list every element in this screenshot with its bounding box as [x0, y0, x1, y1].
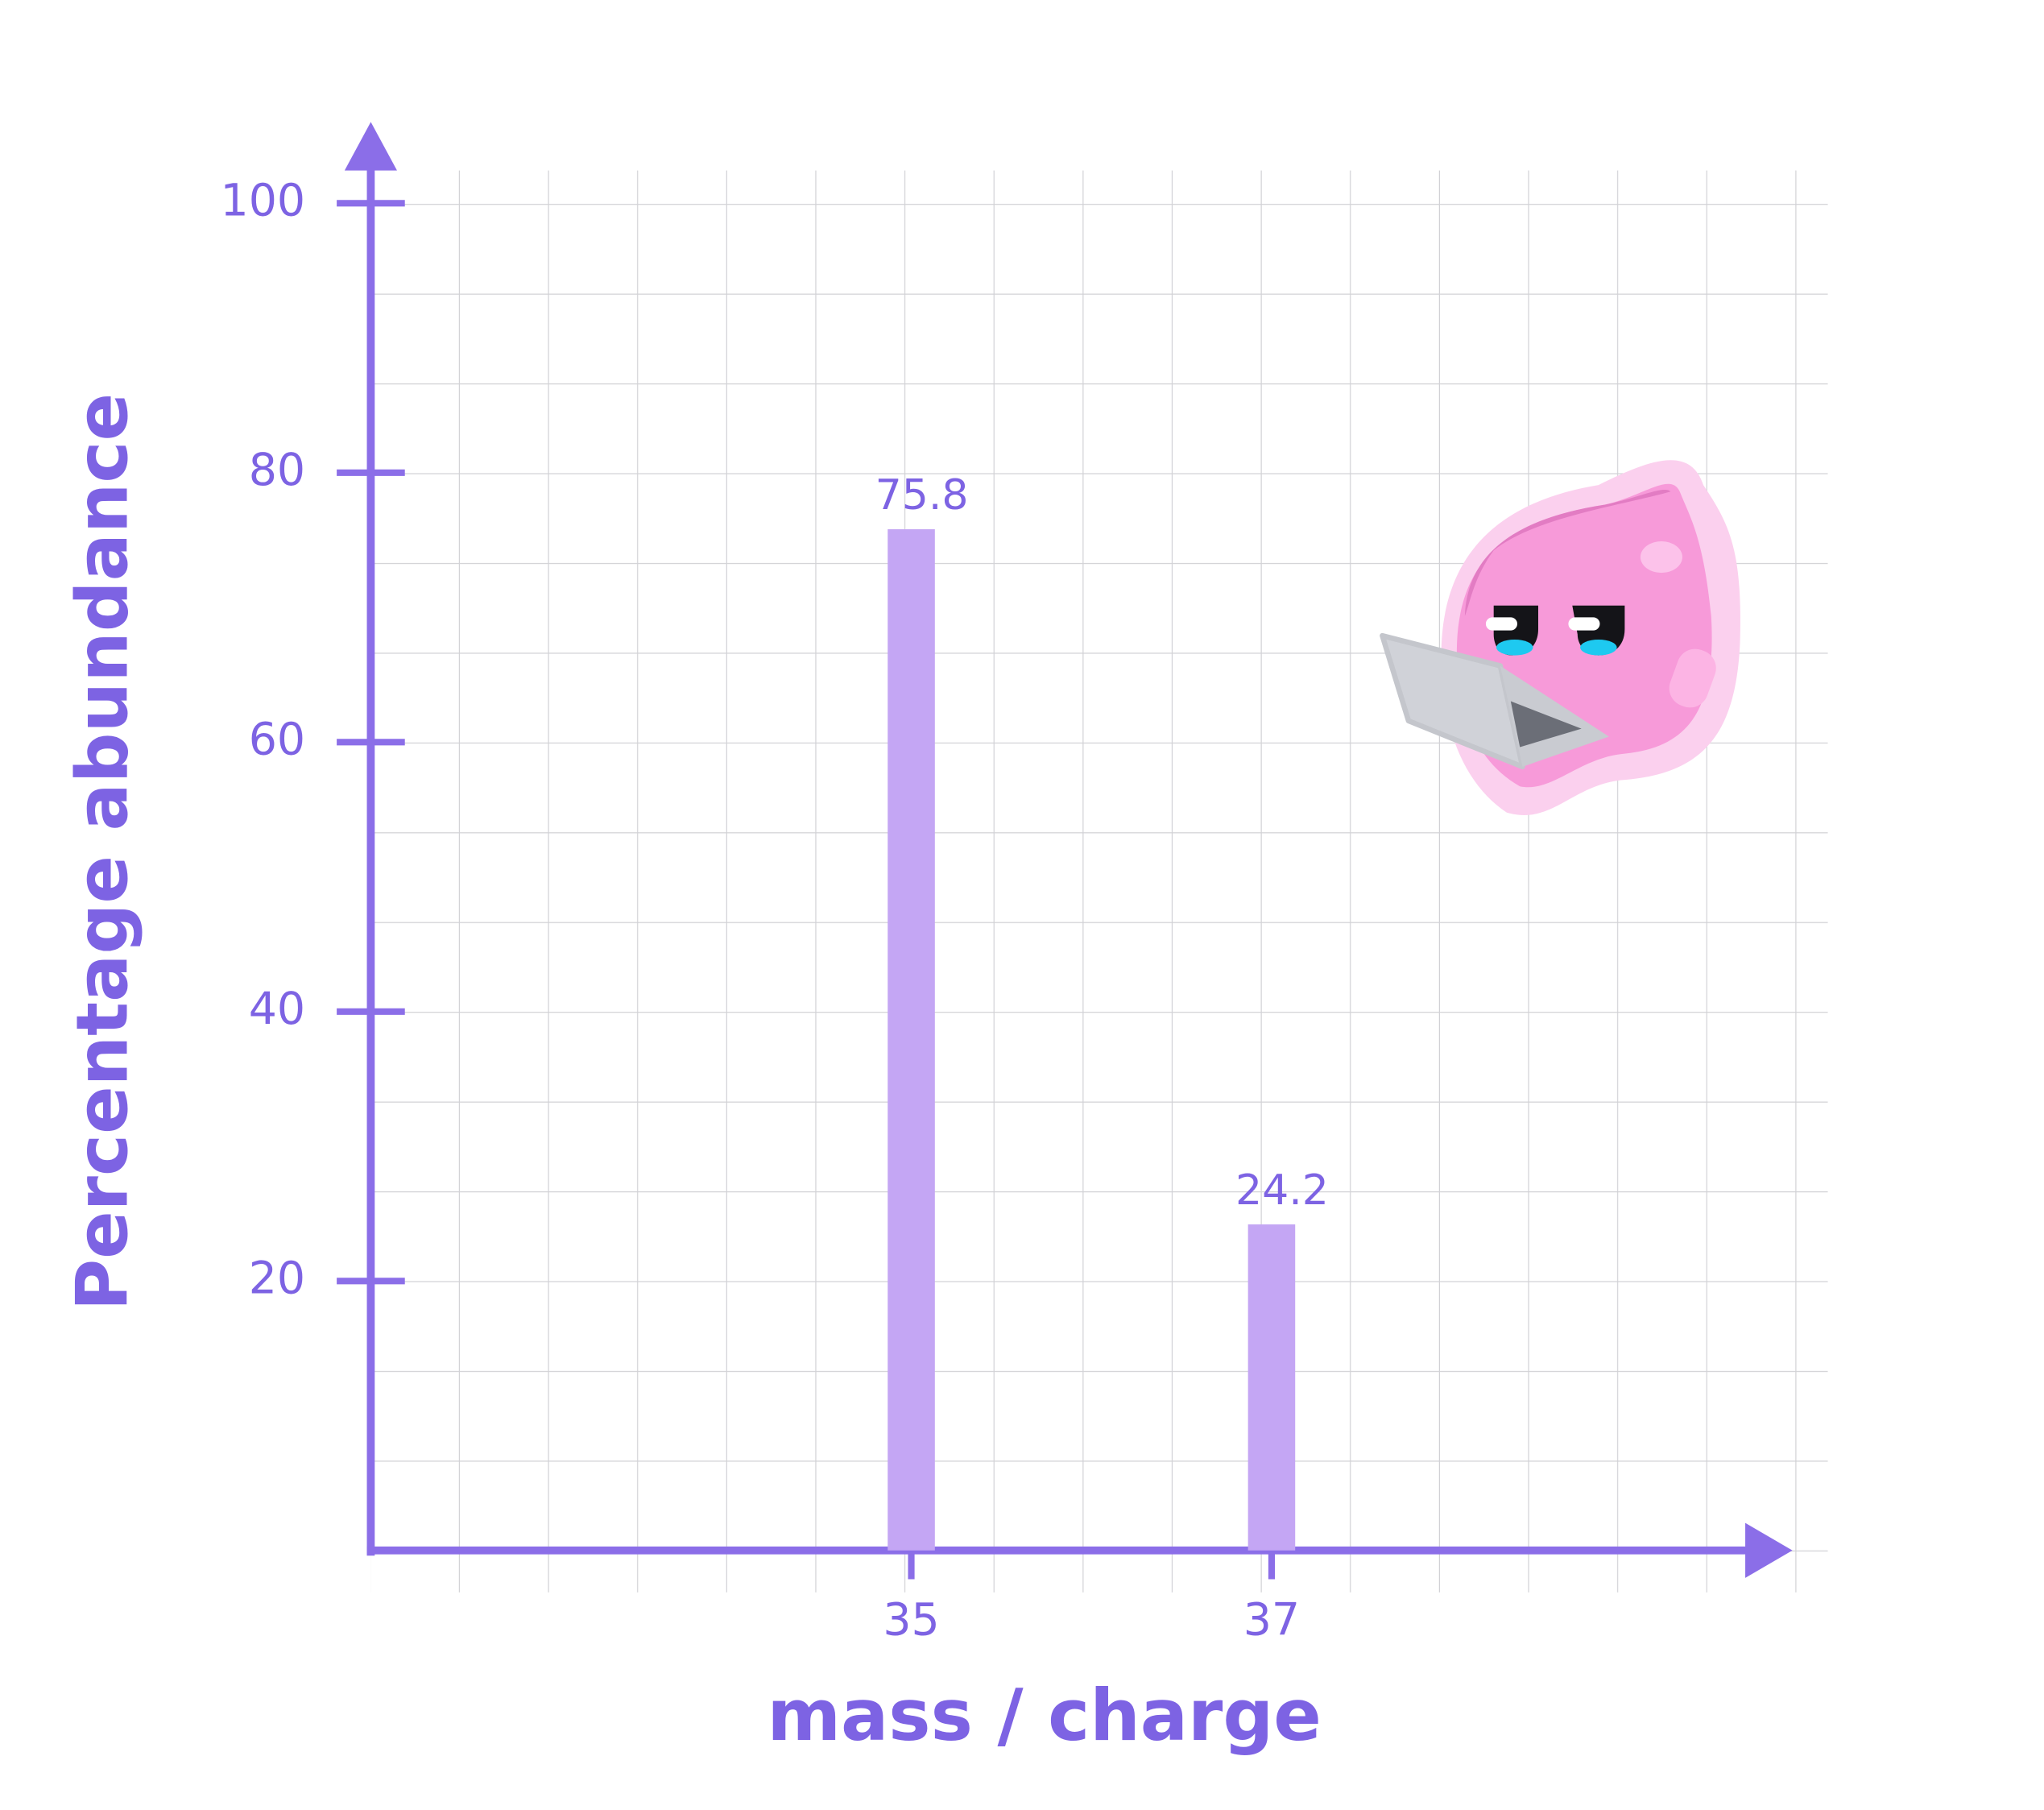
value-label: 75.8: [875, 471, 969, 520]
y-tick-label: 40: [249, 984, 305, 1035]
bar: [888, 529, 935, 1551]
value-label: 24.2: [1235, 1166, 1329, 1215]
x-axis-arrow: [1745, 1522, 1793, 1578]
y-tick-label: 100: [221, 175, 306, 226]
x-tick-label: 37: [1243, 1594, 1300, 1646]
x-tick-label: 35: [883, 1594, 939, 1646]
bar: [1248, 1224, 1296, 1551]
y-tick-label: 80: [249, 445, 305, 496]
grid-background: [370, 170, 1828, 1593]
y-tick-label: 20: [249, 1253, 305, 1304]
y-tick-label: 60: [249, 714, 305, 765]
y-axis-arrow: [344, 122, 397, 171]
y-axis-title: Percentage abundance: [60, 393, 143, 1311]
mascot: [1380, 460, 1740, 815]
x-axis-title: mass / charge: [768, 1674, 1322, 1757]
